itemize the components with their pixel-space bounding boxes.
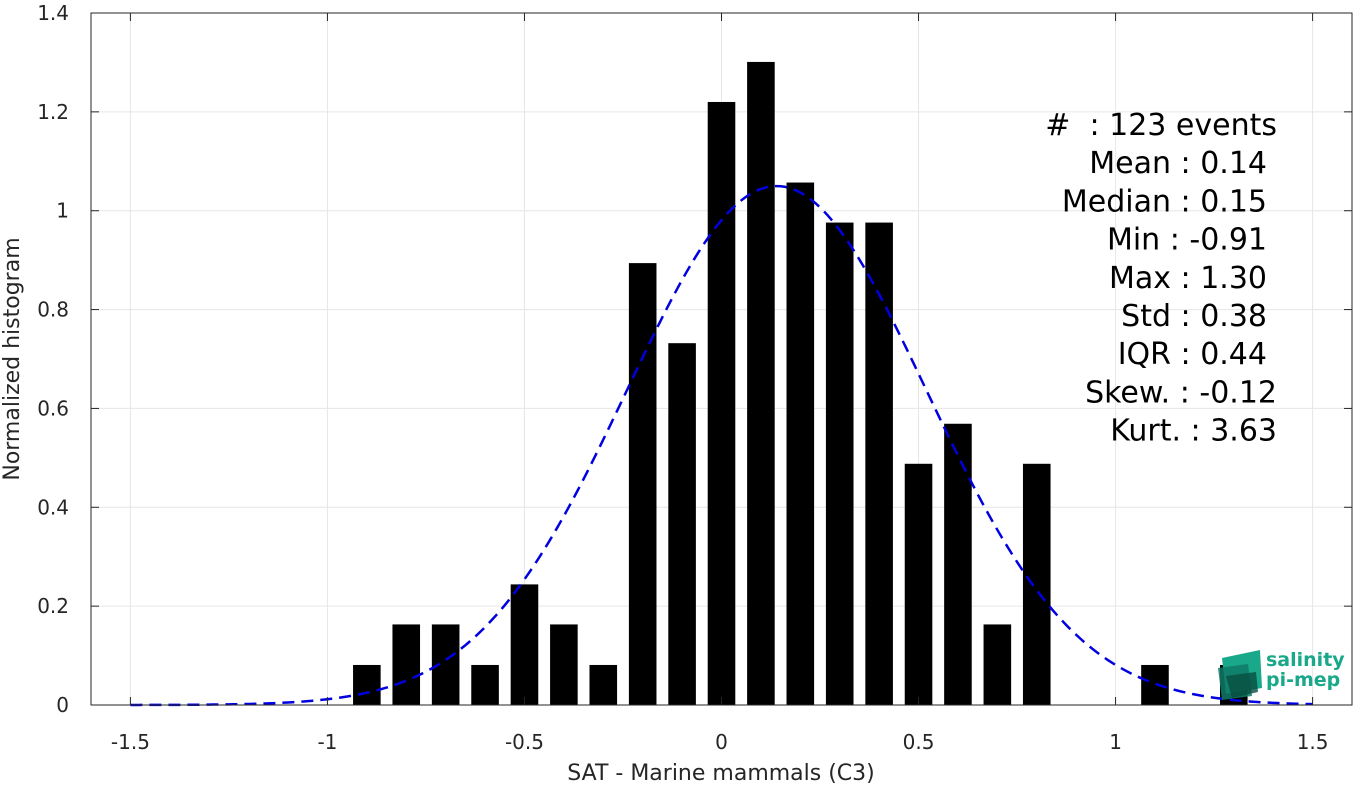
y-tick-labels: 0 0.2 0.4 0.6 0.8 1 1.2 1.4 [37, 1, 69, 717]
histogram-bar [983, 624, 1012, 705]
logo-text-salinity: salinity [1266, 649, 1345, 671]
x-tick-label: -1.5 [111, 730, 150, 754]
stat-annotation: Median : 0.15 [1062, 184, 1267, 219]
stat-annotation: Std : 0.38 [1121, 299, 1267, 334]
stat-annotation: # : 123 events [1045, 108, 1277, 143]
histogram-bar [865, 222, 893, 705]
y-tick-label: 0.2 [37, 594, 69, 618]
x-axis-label: SAT - Marine mammals (C3) [567, 761, 875, 785]
x-tick-label: -0.5 [505, 730, 544, 754]
histogram-bar [510, 584, 539, 705]
y-tick-label: 0.8 [37, 298, 69, 322]
y-tick-label: 1 [56, 199, 69, 223]
stat-annotation: Max : 1.30 [1109, 261, 1267, 296]
stat-annotation: IQR : 0.44 [1118, 337, 1267, 372]
x-tick-label: 1 [1109, 730, 1122, 754]
histogram-bar [628, 263, 657, 705]
histogram-bar [825, 222, 854, 705]
histogram-bar [904, 463, 933, 705]
x-tick-label: -1 [317, 730, 337, 754]
histogram-bar [668, 343, 696, 705]
y-tick-label: 0.6 [37, 396, 69, 420]
logo-text-pi-mep: pi-mep [1266, 669, 1340, 691]
histogram-bar [1141, 664, 1169, 705]
histogram-bar [550, 624, 578, 705]
axis-ticks [91, 12, 1352, 706]
y-axis-label: Normalized histogram [0, 237, 25, 480]
x-tick-labels: -1.5 -1 -0.5 0 0.5 1 1.5 [111, 730, 1329, 754]
stat-annotation: Skew. : -0.12 [1085, 375, 1277, 410]
histogram-bar [747, 61, 775, 706]
histogram-bar [944, 423, 972, 705]
histogram-bar [392, 624, 421, 705]
histogram-bar [353, 664, 381, 705]
x-tick-label: 0.5 [903, 730, 935, 754]
y-tick-label: 0 [56, 693, 69, 717]
histogram-bar [707, 101, 736, 705]
histogram-bar [589, 664, 618, 705]
stat-annotation: Mean : 0.14 [1089, 146, 1267, 181]
y-tick-label: 0.4 [37, 495, 69, 519]
y-tick-label: 1.2 [37, 100, 69, 124]
y-tick-label: 1.4 [37, 1, 69, 25]
histogram-bar [786, 182, 815, 706]
histogram-bar [1022, 463, 1051, 705]
x-tick-label: 0 [715, 730, 728, 754]
histogram-bar [471, 664, 499, 705]
stat-annotation: Min : -0.91 [1107, 223, 1267, 258]
salinity-pi-mep-logo: salinity pi-mep [1218, 649, 1345, 700]
stat-annotation: Kurt. : 3.63 [1110, 414, 1277, 449]
logo-mark-icon [1218, 650, 1262, 700]
x-tick-label: 1.5 [1297, 730, 1329, 754]
